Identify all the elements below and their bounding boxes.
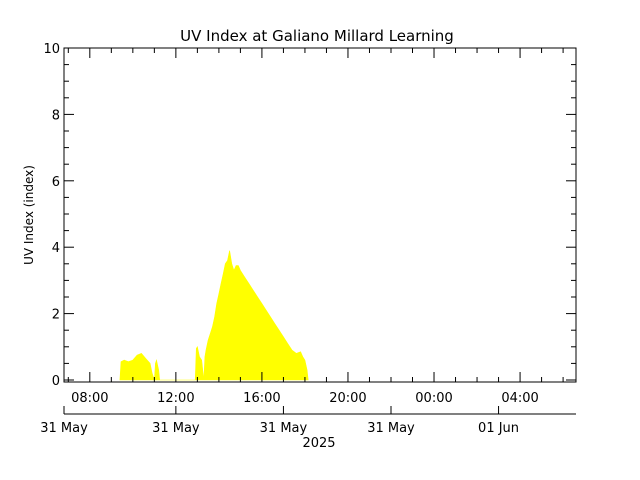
y-axis-label: UV Index (index) <box>22 165 36 265</box>
x-tick-label-20:00: 20:00 <box>329 391 366 406</box>
x-tick-label-04:00: 04:00 <box>501 391 538 406</box>
chart-title: UV Index at Galiano Millard Learning <box>180 27 454 45</box>
y-axis-ticks: 0 2 4 6 8 10 <box>43 42 576 389</box>
plot-frame <box>63 47 577 383</box>
date-tick-label-4: 01 Jun <box>478 421 519 436</box>
x-tick-label-08:00: 08:00 <box>71 391 108 406</box>
x-tick-label-12:00: 12:00 <box>157 391 194 406</box>
x-tick-label-16:00: 16:00 <box>243 391 280 406</box>
uv-series-area-0 <box>119 250 309 381</box>
y-tick-label-2: 2 <box>52 308 60 323</box>
date-axis-ticks: 31 May 31 May 31 May 31 May 01 Jun <box>40 406 519 436</box>
date-tick-label-1: 31 May <box>152 421 200 436</box>
y-tick-label-8: 8 <box>52 108 60 123</box>
year-label: 2025 <box>302 436 335 451</box>
x-axis-ticks: 08:00 12:00 16:00 20:00 00:00 04:00 <box>67 48 564 406</box>
x-tick-label-00:00: 00:00 <box>415 391 452 406</box>
y-tick-label-4: 4 <box>52 241 60 256</box>
series-layer <box>119 250 309 381</box>
date-tick-label-2: 31 May <box>260 421 308 436</box>
y-tick-label-0: 0 <box>52 374 60 389</box>
date-tick-label-0: 31 May <box>40 421 88 436</box>
y-tick-label-6: 6 <box>52 175 60 190</box>
y-tick-label-10: 10 <box>43 42 60 57</box>
date-tick-label-3: 31 May <box>367 421 415 436</box>
